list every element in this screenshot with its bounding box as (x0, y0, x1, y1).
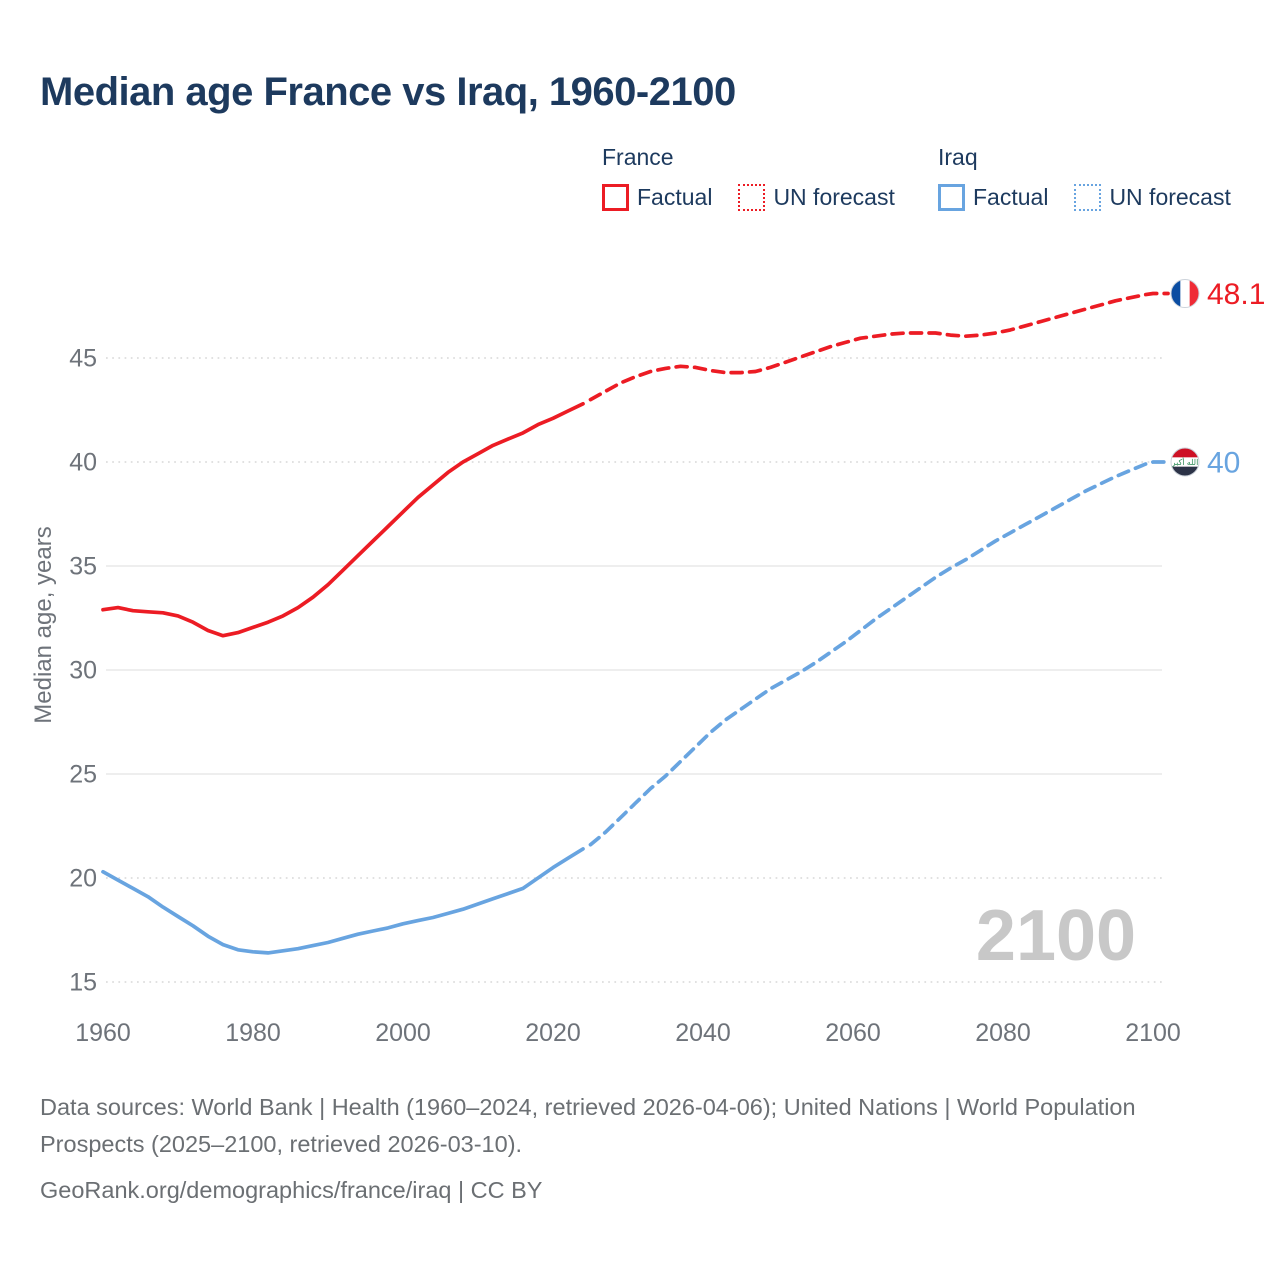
legend-iraq-label: Iraq (938, 144, 978, 170)
y-tick-label: 30 (69, 657, 97, 685)
legend-iraq-items: Factual UN forecast (938, 184, 1231, 211)
iraq-forecast-swatch-icon (1074, 184, 1102, 211)
legend-group-france: France Factual UN forecast (602, 144, 895, 211)
france-flag-icon (1171, 279, 1199, 308)
x-tick-label: 2020 (525, 1019, 581, 1047)
attribution-text: GeoRank.org/demographics/france/iraq | C… (40, 1177, 543, 1203)
y-tick-label: 40 (69, 449, 97, 477)
legend-france-items: Factual UN forecast (602, 184, 895, 211)
x-tick-label: 1980 (225, 1019, 281, 1047)
x-tick-label: 2100 (1125, 1019, 1181, 1047)
france-factual-swatch-icon (602, 184, 629, 211)
footer: Data sources: World Bank | Health (1960–… (40, 1089, 1190, 1209)
legend-france-label: France (602, 144, 674, 170)
iraq-end-value: 40 (1207, 447, 1240, 480)
y-tick-label: 45 (69, 345, 97, 373)
legend-france-factual-label: Factual (637, 184, 713, 210)
y-tick-label: 25 (69, 761, 97, 789)
iraq-flag-icon: الله أكبر (1171, 448, 1199, 476)
series-line-iraq-solid (101, 847, 585, 955)
iraq-factual-swatch-icon (938, 184, 965, 211)
x-tick-label: 2040 (675, 1019, 731, 1047)
page-title: Median age France vs Iraq, 1960-2100 (40, 70, 736, 114)
series-line-iraq-dashed (588, 460, 1170, 847)
legend-france-forecast-label: UN forecast (773, 184, 895, 210)
legend-iraq-factual-label: Factual (973, 184, 1049, 210)
y-tick-label: 35 (69, 553, 97, 581)
legend-iraq-forecast-label: UN forecast (1109, 184, 1231, 210)
y-tick-label: 20 (69, 865, 97, 893)
data-sources-text: Data sources: World Bank | Health (1960–… (40, 1094, 1136, 1157)
y-axis-title: Median age, years (30, 526, 57, 724)
x-tick-label: 2000 (375, 1019, 431, 1047)
series-line-france-solid (101, 401, 585, 638)
legend-group-iraq: Iraq Factual UN forecast (938, 144, 1231, 211)
watermark-year: 2100 (975, 896, 1137, 976)
france-forecast-swatch-icon (738, 184, 766, 211)
y-tick-label: 15 (69, 969, 97, 997)
series-line-france-dashed (588, 291, 1170, 402)
iraq-flag-emblem: الله أكبر (1171, 456, 1199, 467)
x-tick-label: 2060 (825, 1019, 881, 1047)
x-tick-label: 2080 (975, 1019, 1031, 1047)
x-tick-label: 1960 (75, 1019, 131, 1047)
france-end-value: 48.1 (1207, 278, 1265, 311)
